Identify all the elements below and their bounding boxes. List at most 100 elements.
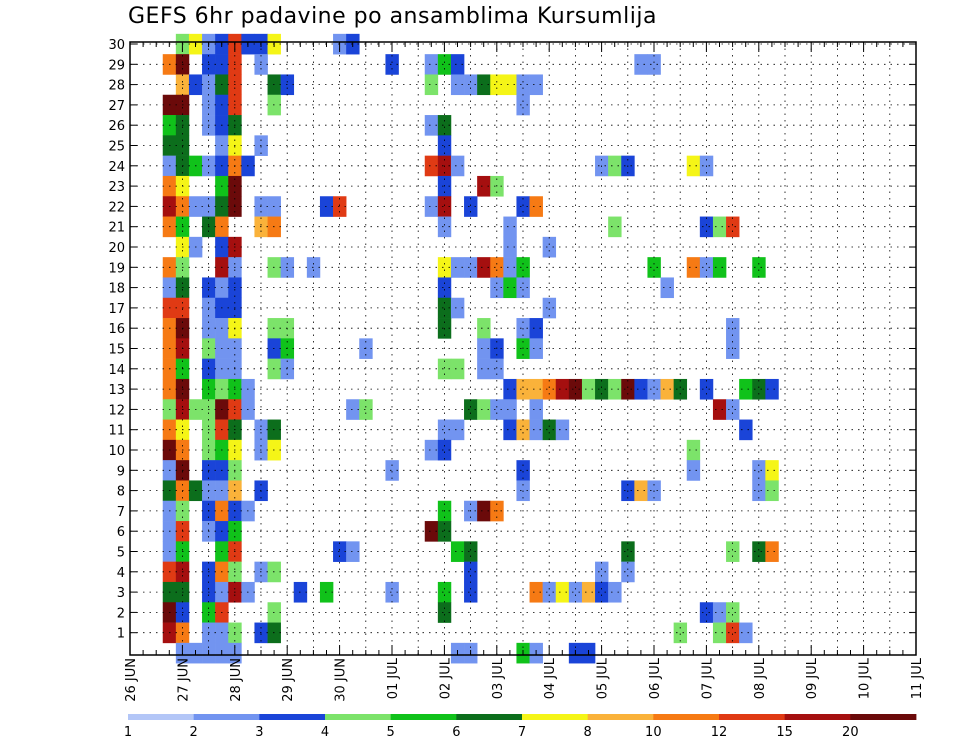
precip-cell [437, 277, 452, 299]
precip-cell [686, 460, 701, 481]
colorbar-label: 3 [255, 725, 263, 740]
precip-cell [385, 54, 399, 75]
precip-cell [503, 399, 517, 420]
precip-cell [450, 54, 465, 75]
precip-cell [477, 318, 491, 339]
precip-cell [608, 378, 622, 400]
precip-cell [686, 155, 701, 177]
y-tick-label: 4 [117, 566, 125, 581]
colorbar-label: 2 [190, 725, 198, 740]
precip-cell [516, 277, 530, 299]
precip-cell [490, 74, 504, 96]
x-tick-label: 28 JUN [229, 658, 244, 702]
precip-cell [765, 378, 779, 400]
precip-cell [490, 257, 504, 278]
precip-cell [477, 338, 491, 359]
x-tick-label: 27 JUN [176, 658, 191, 702]
precip-cell [503, 419, 517, 441]
x-tick-label: 02 JUL [438, 657, 453, 699]
precip-cell [424, 196, 439, 217]
y-tick-label: 13 [108, 383, 125, 398]
y-tick-label: 17 [108, 302, 125, 317]
precip-cell [437, 602, 452, 623]
precip-cell [529, 399, 543, 420]
x-axis-date-ticks: 26 JUN 27 JUN 28 JUN 29 JUN 30 JUN 01 JUL 02 J… [124, 42, 925, 702]
precip-cell [568, 378, 583, 400]
precip-cell [464, 581, 478, 603]
precip-cell [437, 297, 452, 319]
y-tick-label: 11 [108, 424, 125, 439]
y-tick-label: 6 [117, 525, 125, 540]
y-tick-label: 28 [108, 79, 125, 94]
precip-cell [503, 236, 517, 258]
precip-cell [739, 378, 753, 400]
precip-cell [752, 460, 766, 481]
y-axis-member-ticks: 1234567891011121314151617181920212223242… [108, 38, 916, 642]
precip-cell [752, 541, 766, 562]
precip-cell [699, 216, 714, 238]
colorbar-label: 12 [711, 725, 728, 740]
colorbar-segment [193, 714, 260, 720]
precip-cell [555, 419, 570, 441]
colorbar-label: 5 [387, 725, 395, 740]
precip-cell [450, 74, 465, 96]
precip-cell [568, 581, 583, 603]
precip-cell [450, 541, 465, 562]
x-tick-label: 06 JUL [648, 657, 663, 699]
precip-cell [437, 521, 452, 542]
precip-cell [437, 257, 452, 278]
x-tick-label: 30 JUN [334, 658, 349, 702]
precip-cell [424, 521, 439, 542]
precip-cell [647, 378, 661, 400]
precip-cell [450, 257, 465, 278]
colorbar-label: 20 [842, 725, 859, 740]
precip-cell [529, 74, 543, 96]
precip-cell [542, 419, 557, 441]
precip-cell [424, 439, 439, 461]
precip-cell [542, 378, 557, 400]
x-tick-label: 04 JUL [543, 657, 558, 699]
precip-cell [424, 115, 439, 136]
precip-cell [477, 358, 491, 380]
precip-cell [765, 541, 779, 562]
colorbar-segment [587, 714, 654, 720]
precip-cell [542, 236, 557, 258]
precip-cell [712, 257, 727, 278]
precip-cell [726, 602, 740, 623]
precip-cell [516, 94, 530, 116]
precip-cell [477, 500, 491, 522]
precip-cell [752, 378, 766, 400]
precip-cell [450, 155, 465, 177]
y-tick-label: 27 [108, 99, 125, 114]
precip-cell [333, 541, 347, 562]
precip-cell [660, 277, 674, 299]
colorbar-label: 10 [645, 725, 662, 740]
precip-cell [477, 175, 491, 197]
precip-cell [490, 358, 504, 380]
precip-cell [424, 54, 439, 75]
precip-cell [726, 399, 740, 420]
precip-cell [464, 399, 478, 420]
precip-cell [437, 216, 452, 238]
colorbar-segment [653, 714, 720, 720]
precip-cell [529, 338, 543, 359]
precip-cell [516, 419, 530, 441]
precip-cell [503, 257, 517, 278]
precip-cell [516, 460, 530, 481]
precip-cell [529, 419, 543, 441]
y-tick-label: 9 [117, 464, 125, 479]
y-tick-label: 5 [117, 546, 125, 561]
precip-cell [477, 399, 491, 420]
precip-cell [608, 155, 622, 177]
precip-cell [437, 196, 452, 217]
colorbar-label: 6 [452, 725, 460, 740]
colorbar-label: 15 [776, 725, 793, 740]
colorbar-label: 7 [518, 725, 526, 740]
precip-cell [752, 257, 766, 278]
y-tick-label: 15 [108, 343, 125, 358]
precip-cell [346, 541, 360, 562]
y-tick-label: 23 [108, 180, 125, 195]
precip-cell [503, 277, 517, 299]
y-tick-label: 10 [108, 444, 125, 459]
